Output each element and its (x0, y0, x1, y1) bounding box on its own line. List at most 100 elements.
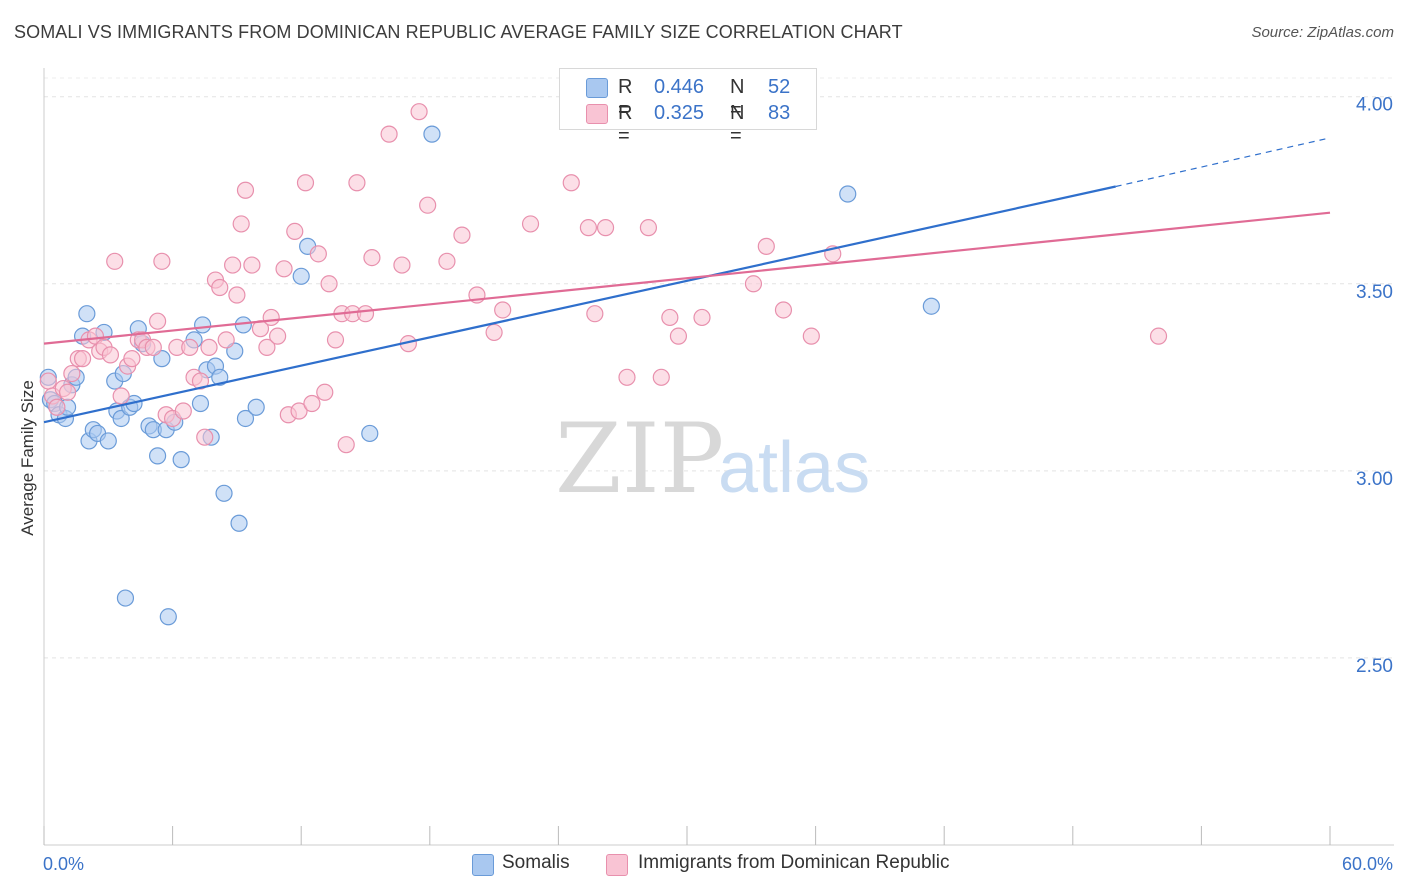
legend-r-value: 0.446 (654, 76, 705, 98)
data-point (669, 327, 688, 345)
data-point (275, 260, 293, 278)
y-tick-label: 2.50 (1356, 656, 1393, 677)
bottom-legend-swatch-somalis (472, 854, 494, 876)
data-point (123, 350, 141, 368)
legend-n-label: N = (730, 76, 745, 121)
data-point (232, 215, 250, 233)
data-point (586, 305, 604, 323)
data-point (326, 331, 345, 349)
data-point (521, 215, 540, 233)
data-point (693, 308, 711, 327)
data-point (63, 364, 81, 383)
data-point (236, 181, 255, 199)
data-point (215, 484, 233, 502)
x-tick-label-right: 60.0% (1342, 854, 1393, 874)
trend-line (43, 185, 1116, 424)
data-point (144, 338, 162, 356)
data-point (596, 219, 615, 237)
data-point (159, 608, 177, 626)
data-point (485, 323, 503, 342)
data-point (236, 409, 255, 428)
data-point (217, 331, 235, 349)
data-point (410, 103, 428, 121)
data-point (116, 589, 135, 607)
data-point (228, 286, 246, 304)
data-point (296, 174, 315, 192)
series-somalis (39, 125, 940, 626)
data-point (757, 237, 775, 255)
data-point (303, 394, 321, 413)
data-point (453, 226, 471, 244)
data-point (39, 372, 57, 390)
data-point (191, 394, 210, 413)
data-point (101, 346, 120, 364)
y-tick-labels: 2.50 3.00 3.50 4.00 (1356, 95, 1393, 677)
data-point (191, 372, 210, 390)
data-point (153, 252, 171, 270)
data-point (744, 275, 763, 293)
data-point (48, 398, 66, 416)
watermark: ZIP atlas (555, 403, 870, 515)
data-point (337, 436, 355, 454)
data-point (224, 256, 242, 274)
data-point (363, 248, 381, 267)
data-point (1149, 327, 1168, 345)
data-point (243, 256, 261, 274)
legend-r-label: R = (618, 76, 633, 121)
source-label: Source: ZipAtlas.com (1251, 24, 1394, 41)
legend-r-label: R = (618, 102, 633, 147)
axes (43, 68, 1394, 846)
data-point (106, 252, 124, 270)
data-point (292, 267, 310, 285)
data-point (181, 338, 199, 356)
data-point (320, 275, 338, 293)
data-point (211, 278, 229, 297)
data-point (230, 514, 248, 532)
data-point (361, 424, 379, 443)
legend-swatch-somalis (586, 78, 608, 98)
data-point (309, 245, 327, 263)
data-point (618, 368, 636, 386)
legend-n-value: 83 (768, 102, 791, 124)
data-point (247, 398, 265, 416)
data-point (661, 308, 679, 327)
data-point (774, 301, 793, 319)
data-point (356, 305, 375, 323)
data-point (258, 338, 276, 356)
data-point (419, 196, 437, 214)
data-point (148, 312, 167, 330)
legend-n-value: 52 (768, 76, 791, 98)
legend-r-value: 0.325 (654, 102, 705, 124)
trend-line (43, 211, 1331, 345)
series-dominican (39, 103, 1168, 454)
data-point (562, 174, 580, 192)
watermark-atlas: atlas (718, 428, 870, 508)
data-point (380, 125, 398, 143)
data-point (579, 219, 598, 237)
data-point (286, 222, 304, 240)
y-tick-label: 4.00 (1356, 95, 1393, 116)
data-point (78, 305, 96, 323)
x-tick-label-left: 0.0% (43, 854, 84, 874)
legend: R = 0.446 N = 52 R = 0.325 N = 83 (559, 68, 817, 147)
data-point (148, 447, 167, 465)
data-point (194, 316, 212, 334)
data-point (494, 301, 512, 319)
gridlines (44, 77, 1394, 659)
data-point (200, 338, 218, 356)
legend-swatch-dominican (586, 104, 608, 124)
data-point (839, 185, 857, 203)
data-point (262, 308, 280, 327)
bottom-legend-label: Immigrants from Dominican Republic (638, 852, 950, 873)
data-point (922, 297, 940, 315)
trend-lines (43, 137, 1331, 424)
data-point (73, 350, 92, 368)
data-point (58, 383, 77, 401)
data-point (172, 451, 190, 469)
data-point (348, 174, 366, 192)
data-point (639, 219, 658, 237)
data-point (99, 432, 117, 450)
data-point (290, 402, 308, 420)
data-point (196, 428, 214, 446)
